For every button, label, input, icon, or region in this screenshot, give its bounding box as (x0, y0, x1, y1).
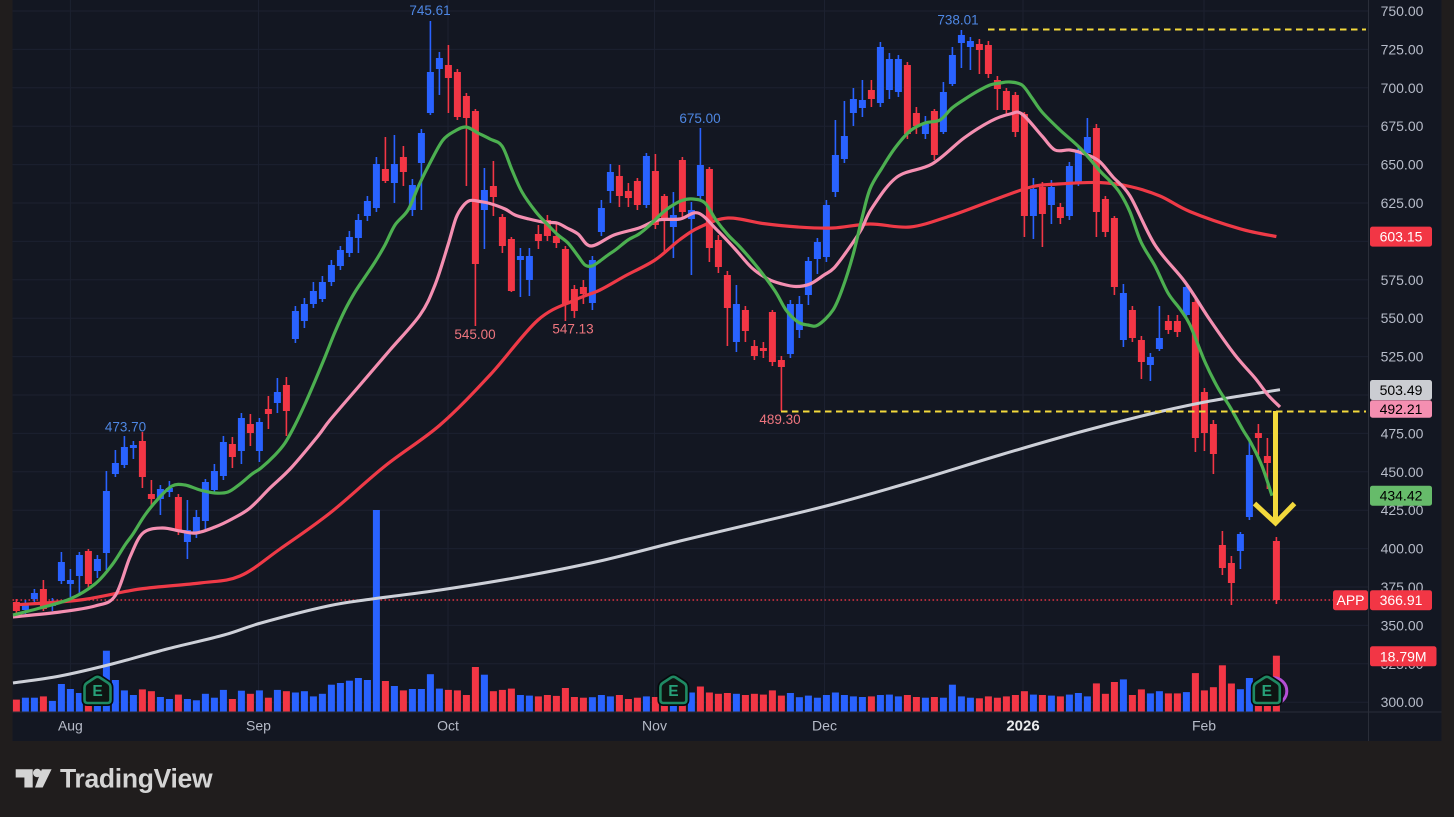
svg-text:650.00: 650.00 (1381, 157, 1424, 173)
svg-text:575.00: 575.00 (1381, 272, 1424, 288)
svg-text:E: E (668, 683, 678, 700)
svg-text:425.00: 425.00 (1381, 502, 1424, 518)
svg-text:2026: 2026 (1006, 718, 1039, 735)
svg-text:350.00: 350.00 (1381, 617, 1424, 633)
svg-text:547.13: 547.13 (552, 321, 593, 336)
svg-text:745.61: 745.61 (409, 3, 450, 18)
svg-text:700.00: 700.00 (1381, 80, 1424, 96)
svg-text:E: E (1262, 683, 1272, 700)
svg-text:525.00: 525.00 (1381, 349, 1424, 365)
svg-text:475.00: 475.00 (1381, 425, 1424, 441)
svg-text:434.42: 434.42 (1380, 488, 1423, 504)
svg-text:675.00: 675.00 (679, 111, 720, 126)
svg-text:725.00: 725.00 (1381, 41, 1424, 57)
svg-text:Oct: Oct (437, 718, 459, 734)
svg-text:Aug: Aug (58, 718, 83, 734)
svg-text:E: E (92, 683, 102, 700)
svg-text:675.00: 675.00 (1381, 118, 1424, 134)
svg-text:545.00: 545.00 (454, 327, 495, 342)
svg-text:APP: APP (1336, 592, 1364, 608)
svg-text:489.30: 489.30 (759, 412, 800, 427)
svg-text:Sep: Sep (246, 718, 271, 734)
svg-text:503.49: 503.49 (1380, 382, 1423, 398)
svg-text:625.00: 625.00 (1381, 195, 1424, 211)
svg-text:18.79M: 18.79M (1380, 648, 1427, 664)
svg-text:550.00: 550.00 (1381, 310, 1424, 326)
svg-text:400.00: 400.00 (1381, 541, 1424, 557)
svg-text:450.00: 450.00 (1381, 464, 1424, 480)
svg-text:738.01: 738.01 (937, 12, 978, 27)
svg-text:TradingView: TradingView (60, 764, 213, 794)
svg-text:750.00: 750.00 (1381, 3, 1424, 19)
svg-text:Nov: Nov (642, 718, 667, 734)
svg-text:492.21: 492.21 (1380, 401, 1423, 417)
svg-text:Dec: Dec (812, 718, 837, 734)
svg-text:Feb: Feb (1192, 718, 1216, 734)
svg-text:366.91: 366.91 (1380, 592, 1423, 608)
svg-text:473.70: 473.70 (105, 419, 146, 434)
svg-text:300.00: 300.00 (1381, 694, 1424, 710)
svg-text:603.15: 603.15 (1380, 229, 1423, 245)
